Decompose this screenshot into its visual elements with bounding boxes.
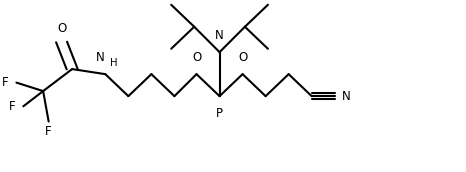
Text: H: H: [110, 58, 117, 68]
Text: O: O: [238, 51, 247, 64]
Text: N: N: [96, 51, 105, 64]
Text: F: F: [45, 125, 52, 138]
Text: O: O: [57, 22, 66, 35]
Text: P: P: [216, 107, 223, 120]
Text: F: F: [1, 76, 8, 89]
Text: O: O: [192, 51, 201, 64]
Text: N: N: [215, 29, 224, 42]
Text: N: N: [342, 90, 350, 103]
Text: F: F: [8, 100, 15, 113]
